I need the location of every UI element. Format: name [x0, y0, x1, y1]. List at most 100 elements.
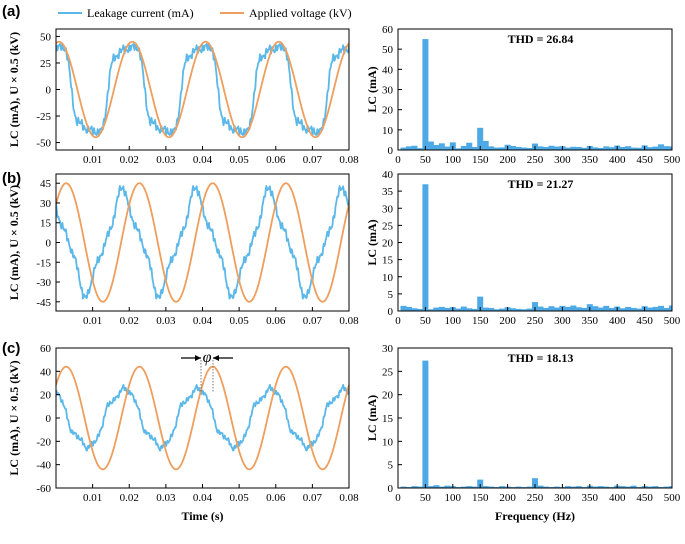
x-tick-label: 100	[445, 492, 462, 504]
y-tick-label: 20	[382, 238, 394, 250]
bar-70hz	[433, 485, 440, 488]
bar-420hz	[625, 306, 632, 311]
plot-area	[56, 182, 349, 303]
bar-20hz	[405, 146, 412, 150]
bar-440hz	[636, 147, 643, 150]
y-tick-label: 50	[40, 31, 52, 43]
series-voltage-line	[56, 365, 349, 471]
bar-260hz	[537, 306, 544, 311]
bar-250hz	[532, 478, 538, 488]
axes-frame	[397, 347, 673, 489]
x-tick-label: 0.01	[83, 154, 102, 166]
legend-voltage-label: Applied voltage (kV)	[249, 6, 352, 20]
x-tick-label: 500	[664, 315, 681, 327]
y-tick-label: 30	[382, 203, 394, 215]
chart-b-time: 0.01 0.02 0.03 0.04 0.05 0.06 0.07 0.08 -45 -30 -1…	[7, 173, 359, 327]
y-tick-label: 10	[382, 436, 394, 448]
bar-240hz	[526, 308, 533, 311]
y-tick-label: 10	[382, 272, 394, 284]
bar-150hz	[477, 127, 484, 150]
bar-130hz	[466, 308, 473, 311]
y-tick-label: 5	[388, 289, 394, 301]
bar-470hz	[652, 146, 659, 150]
y-tick-label: 25	[382, 366, 394, 378]
bar-310hz	[564, 306, 571, 311]
y-tick-label: 30	[382, 85, 394, 97]
y-tick-label: -15	[36, 257, 51, 269]
bar-500hz	[669, 486, 672, 488]
x-tick-label: 0	[395, 154, 401, 166]
bar-70hz	[433, 144, 440, 150]
y-tick-label: 0	[46, 413, 52, 425]
bar-420hz	[625, 486, 632, 488]
bar-160hz	[482, 140, 489, 150]
bar-30hz	[411, 486, 418, 488]
bar-50hz	[422, 360, 429, 488]
bar-260hz	[537, 146, 544, 150]
y-axis-label: LC (mA), U × 0.5 (kV)	[7, 185, 21, 300]
y-tick-label: 0	[388, 145, 394, 157]
y-tick-label: 20	[40, 390, 52, 402]
y-tick-label: 25	[40, 58, 52, 70]
x-tick-label: 0.05	[230, 154, 250, 166]
panel-label: (b)	[2, 170, 21, 187]
x-tick-label: 0.04	[193, 315, 213, 327]
bar-50hz	[422, 39, 429, 150]
x-tick-label: 100	[445, 315, 462, 327]
bar-310hz	[564, 486, 571, 488]
x-tick-label: 0.05	[230, 492, 250, 504]
x-tick-label: 0.01	[83, 315, 102, 327]
y-axis-label: LC (mA)	[365, 219, 379, 265]
x-tick-label: 350	[582, 492, 599, 504]
phase-arrowhead-left	[195, 355, 201, 361]
bar-170hz	[488, 486, 495, 488]
y-tick-label: -25	[36, 111, 51, 123]
bar-120hz	[460, 145, 467, 150]
bar-130hz	[466, 486, 473, 488]
y-tick-label: 30	[382, 343, 394, 355]
x-tick-label: 200	[499, 315, 516, 327]
bar-230hz	[521, 147, 528, 150]
chart-c-fft: THD = 18.130 50 100 150 200 250 300 350 400 450 50…	[365, 343, 681, 523]
bar-240hz	[526, 486, 533, 488]
bar-380hz	[603, 486, 610, 488]
bar-110hz	[455, 308, 462, 311]
x-tick-label: 400	[609, 492, 626, 504]
x-tick-label: 0.07	[303, 492, 323, 504]
panel-label: (c)	[2, 340, 20, 357]
x-tick-label: 300	[554, 315, 571, 327]
y-tick-label: 20	[382, 390, 394, 402]
bar-10hz	[400, 305, 407, 311]
bar-80hz	[438, 143, 445, 150]
thd-annotation: THD = 26.84	[508, 32, 574, 46]
bar-230hz	[521, 309, 528, 311]
bar-410hz	[619, 308, 626, 311]
bar-10hz	[400, 486, 407, 488]
bar-220hz	[515, 308, 522, 311]
bar-500hz	[669, 305, 672, 311]
chart-b-fft: THD = 21.270 50 100 150 200 250 300 350 400 450 50…	[365, 169, 681, 327]
bar-370hz	[597, 307, 604, 311]
bar-40hz	[416, 486, 423, 488]
series-voltage-line	[56, 182, 349, 303]
x-tick-label: 0.01	[83, 492, 102, 504]
x-tick-label: 0.02	[120, 154, 139, 166]
bar-480hz	[658, 305, 665, 311]
x-tick-label: 0	[395, 315, 401, 327]
series-leakage-line	[56, 383, 349, 452]
y-tick-label: 60	[382, 24, 394, 36]
chart-c-time: 0.01 0.02 0.03 0.04 0.05 0.06 0.07 0.08 -60 -40 -2…	[7, 343, 359, 523]
bar-170hz	[488, 146, 495, 150]
bar-260hz	[537, 485, 544, 488]
bar-370hz	[597, 486, 604, 488]
x-tick-label: 0.03	[156, 154, 176, 166]
y-tick-label: 30	[40, 198, 52, 210]
bar-390hz	[608, 147, 615, 150]
bar-90hz	[444, 485, 451, 488]
y-tick-label: 35	[382, 186, 394, 198]
x-tick-label: 50	[420, 492, 432, 504]
y-tick-label: -30	[36, 277, 51, 289]
phase-arrowhead-right	[213, 355, 219, 361]
x-tick-label: 0.08	[339, 315, 359, 327]
bar-70hz	[433, 307, 440, 311]
